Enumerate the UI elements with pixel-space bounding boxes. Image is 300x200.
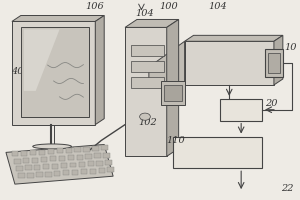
Text: 40: 40 <box>11 67 24 76</box>
Text: 20: 20 <box>265 99 278 108</box>
Bar <box>39 150 45 155</box>
Bar <box>161 81 184 105</box>
Polygon shape <box>184 41 274 85</box>
Polygon shape <box>24 29 59 91</box>
Bar <box>18 173 25 178</box>
Circle shape <box>140 113 150 120</box>
Bar <box>164 85 182 101</box>
Bar <box>43 164 50 169</box>
Polygon shape <box>184 35 283 41</box>
Bar <box>16 166 22 171</box>
Bar <box>85 154 92 159</box>
Bar <box>50 156 56 161</box>
Text: 102: 102 <box>138 118 157 127</box>
Bar <box>105 160 112 165</box>
Bar <box>54 171 60 176</box>
Bar <box>21 151 27 156</box>
Bar <box>27 173 34 178</box>
Bar <box>12 151 19 156</box>
Bar <box>74 147 81 152</box>
Polygon shape <box>125 19 178 27</box>
Bar <box>61 163 67 168</box>
Bar <box>59 156 65 161</box>
Text: 22: 22 <box>281 184 294 193</box>
Text: 104: 104 <box>208 2 227 11</box>
Bar <box>265 49 283 77</box>
Text: 104: 104 <box>136 9 154 18</box>
Polygon shape <box>125 27 167 156</box>
Bar <box>97 161 103 166</box>
Bar <box>25 165 32 170</box>
Bar <box>30 150 36 155</box>
Bar <box>72 170 78 175</box>
Bar <box>101 145 108 150</box>
Bar <box>52 164 59 169</box>
Bar <box>32 158 38 163</box>
Polygon shape <box>95 15 104 125</box>
Bar <box>107 167 114 172</box>
Bar <box>23 158 29 163</box>
Polygon shape <box>274 35 283 85</box>
Bar <box>220 99 262 121</box>
Polygon shape <box>12 15 104 21</box>
Text: 100: 100 <box>159 2 178 11</box>
Bar <box>131 45 164 56</box>
Bar <box>131 77 164 88</box>
Bar <box>65 148 72 153</box>
Bar <box>83 147 90 152</box>
Bar <box>14 159 20 164</box>
Bar <box>103 153 110 158</box>
Bar <box>68 155 74 160</box>
Polygon shape <box>149 41 184 85</box>
Text: 110: 110 <box>167 136 185 145</box>
Bar <box>131 61 164 72</box>
Bar <box>79 162 85 167</box>
Bar <box>36 172 43 177</box>
Polygon shape <box>6 144 113 184</box>
Bar <box>34 165 40 170</box>
Bar <box>81 169 87 174</box>
Bar <box>57 148 63 153</box>
Bar <box>41 157 47 162</box>
Bar <box>94 153 101 158</box>
Polygon shape <box>21 27 89 117</box>
Polygon shape <box>12 21 95 125</box>
Polygon shape <box>167 19 178 156</box>
Bar <box>70 163 76 167</box>
Bar <box>76 155 83 160</box>
Bar <box>45 172 52 177</box>
Bar <box>173 137 262 168</box>
Bar <box>98 168 105 173</box>
Ellipse shape <box>33 144 71 149</box>
Bar <box>90 169 96 174</box>
Bar <box>88 161 94 166</box>
Text: 10: 10 <box>285 43 297 52</box>
Bar <box>268 53 280 73</box>
Bar <box>63 170 69 175</box>
Bar <box>92 146 99 151</box>
Text: 106: 106 <box>85 2 104 11</box>
Bar <box>48 149 54 154</box>
